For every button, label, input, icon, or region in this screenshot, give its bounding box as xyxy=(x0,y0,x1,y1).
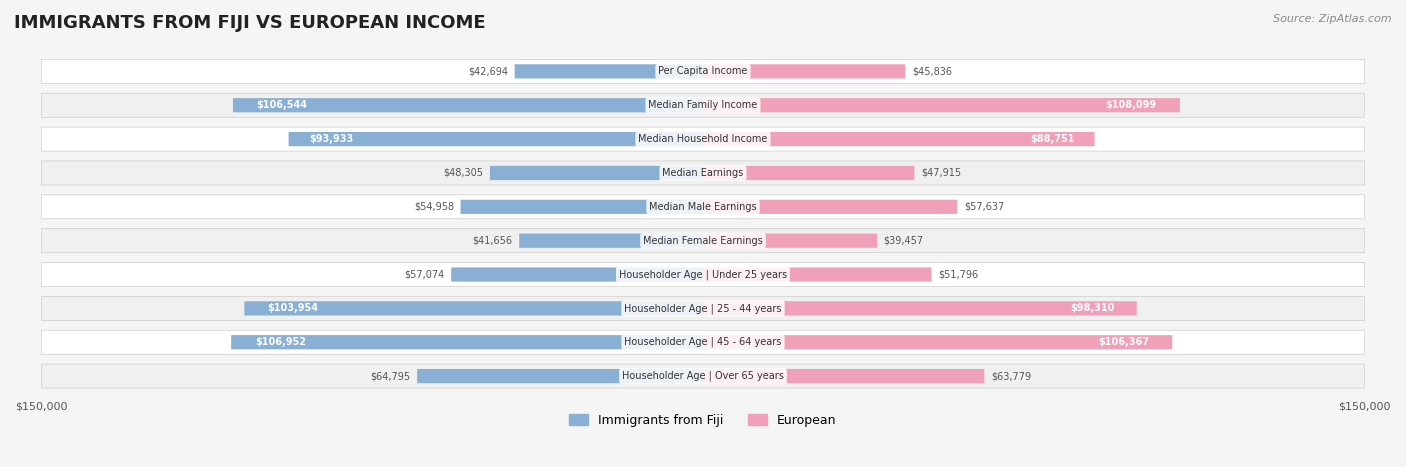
Legend: Immigrants from Fiji, European: Immigrants from Fiji, European xyxy=(564,409,842,432)
Text: Median Female Earnings: Median Female Earnings xyxy=(643,236,763,246)
Text: $42,694: $42,694 xyxy=(468,66,508,77)
FancyBboxPatch shape xyxy=(245,301,703,316)
Text: $54,958: $54,958 xyxy=(413,202,454,212)
Text: $48,305: $48,305 xyxy=(443,168,484,178)
Text: $98,310: $98,310 xyxy=(1070,304,1115,313)
Text: $63,779: $63,779 xyxy=(991,371,1031,381)
Text: $106,952: $106,952 xyxy=(254,337,305,347)
FancyBboxPatch shape xyxy=(703,64,905,78)
Text: $51,796: $51,796 xyxy=(938,269,979,280)
FancyBboxPatch shape xyxy=(451,268,703,282)
Text: $57,637: $57,637 xyxy=(965,202,1004,212)
FancyBboxPatch shape xyxy=(519,234,703,248)
Text: $39,457: $39,457 xyxy=(884,236,924,246)
FancyBboxPatch shape xyxy=(41,330,1365,354)
Text: Median Earnings: Median Earnings xyxy=(662,168,744,178)
Text: Median Family Income: Median Family Income xyxy=(648,100,758,110)
FancyBboxPatch shape xyxy=(515,64,703,78)
Text: $45,836: $45,836 xyxy=(912,66,952,77)
FancyBboxPatch shape xyxy=(489,166,703,180)
FancyBboxPatch shape xyxy=(703,301,1136,316)
Text: Householder Age | 45 - 64 years: Householder Age | 45 - 64 years xyxy=(624,337,782,347)
FancyBboxPatch shape xyxy=(41,59,1365,84)
Text: Source: ZipAtlas.com: Source: ZipAtlas.com xyxy=(1274,14,1392,24)
FancyBboxPatch shape xyxy=(703,200,957,214)
Text: IMMIGRANTS FROM FIJI VS EUROPEAN INCOME: IMMIGRANTS FROM FIJI VS EUROPEAN INCOME xyxy=(14,14,485,32)
Text: $57,074: $57,074 xyxy=(405,269,444,280)
FancyBboxPatch shape xyxy=(703,369,984,383)
FancyBboxPatch shape xyxy=(703,234,877,248)
FancyBboxPatch shape xyxy=(703,132,1094,146)
Text: $47,915: $47,915 xyxy=(921,168,962,178)
FancyBboxPatch shape xyxy=(288,132,703,146)
Text: $88,751: $88,751 xyxy=(1031,134,1076,144)
FancyBboxPatch shape xyxy=(41,364,1365,388)
Text: Median Male Earnings: Median Male Earnings xyxy=(650,202,756,212)
FancyBboxPatch shape xyxy=(231,335,703,349)
FancyBboxPatch shape xyxy=(41,161,1365,185)
Text: $41,656: $41,656 xyxy=(472,236,513,246)
Text: $108,099: $108,099 xyxy=(1105,100,1156,110)
Text: $93,933: $93,933 xyxy=(309,134,353,144)
FancyBboxPatch shape xyxy=(41,195,1365,219)
FancyBboxPatch shape xyxy=(703,268,932,282)
Text: $103,954: $103,954 xyxy=(267,304,318,313)
Text: Median Household Income: Median Household Income xyxy=(638,134,768,144)
FancyBboxPatch shape xyxy=(461,200,703,214)
Text: $106,367: $106,367 xyxy=(1098,337,1149,347)
FancyBboxPatch shape xyxy=(41,127,1365,151)
Text: Householder Age | 25 - 44 years: Householder Age | 25 - 44 years xyxy=(624,303,782,314)
FancyBboxPatch shape xyxy=(703,335,1173,349)
Text: Householder Age | Over 65 years: Householder Age | Over 65 years xyxy=(621,371,785,382)
FancyBboxPatch shape xyxy=(233,98,703,113)
Text: Per Capita Income: Per Capita Income xyxy=(658,66,748,77)
Text: $106,544: $106,544 xyxy=(256,100,308,110)
FancyBboxPatch shape xyxy=(41,229,1365,253)
FancyBboxPatch shape xyxy=(703,98,1180,113)
FancyBboxPatch shape xyxy=(41,262,1365,287)
FancyBboxPatch shape xyxy=(41,297,1365,320)
Text: Householder Age | Under 25 years: Householder Age | Under 25 years xyxy=(619,269,787,280)
FancyBboxPatch shape xyxy=(418,369,703,383)
FancyBboxPatch shape xyxy=(41,93,1365,117)
FancyBboxPatch shape xyxy=(703,166,914,180)
Text: $64,795: $64,795 xyxy=(370,371,411,381)
